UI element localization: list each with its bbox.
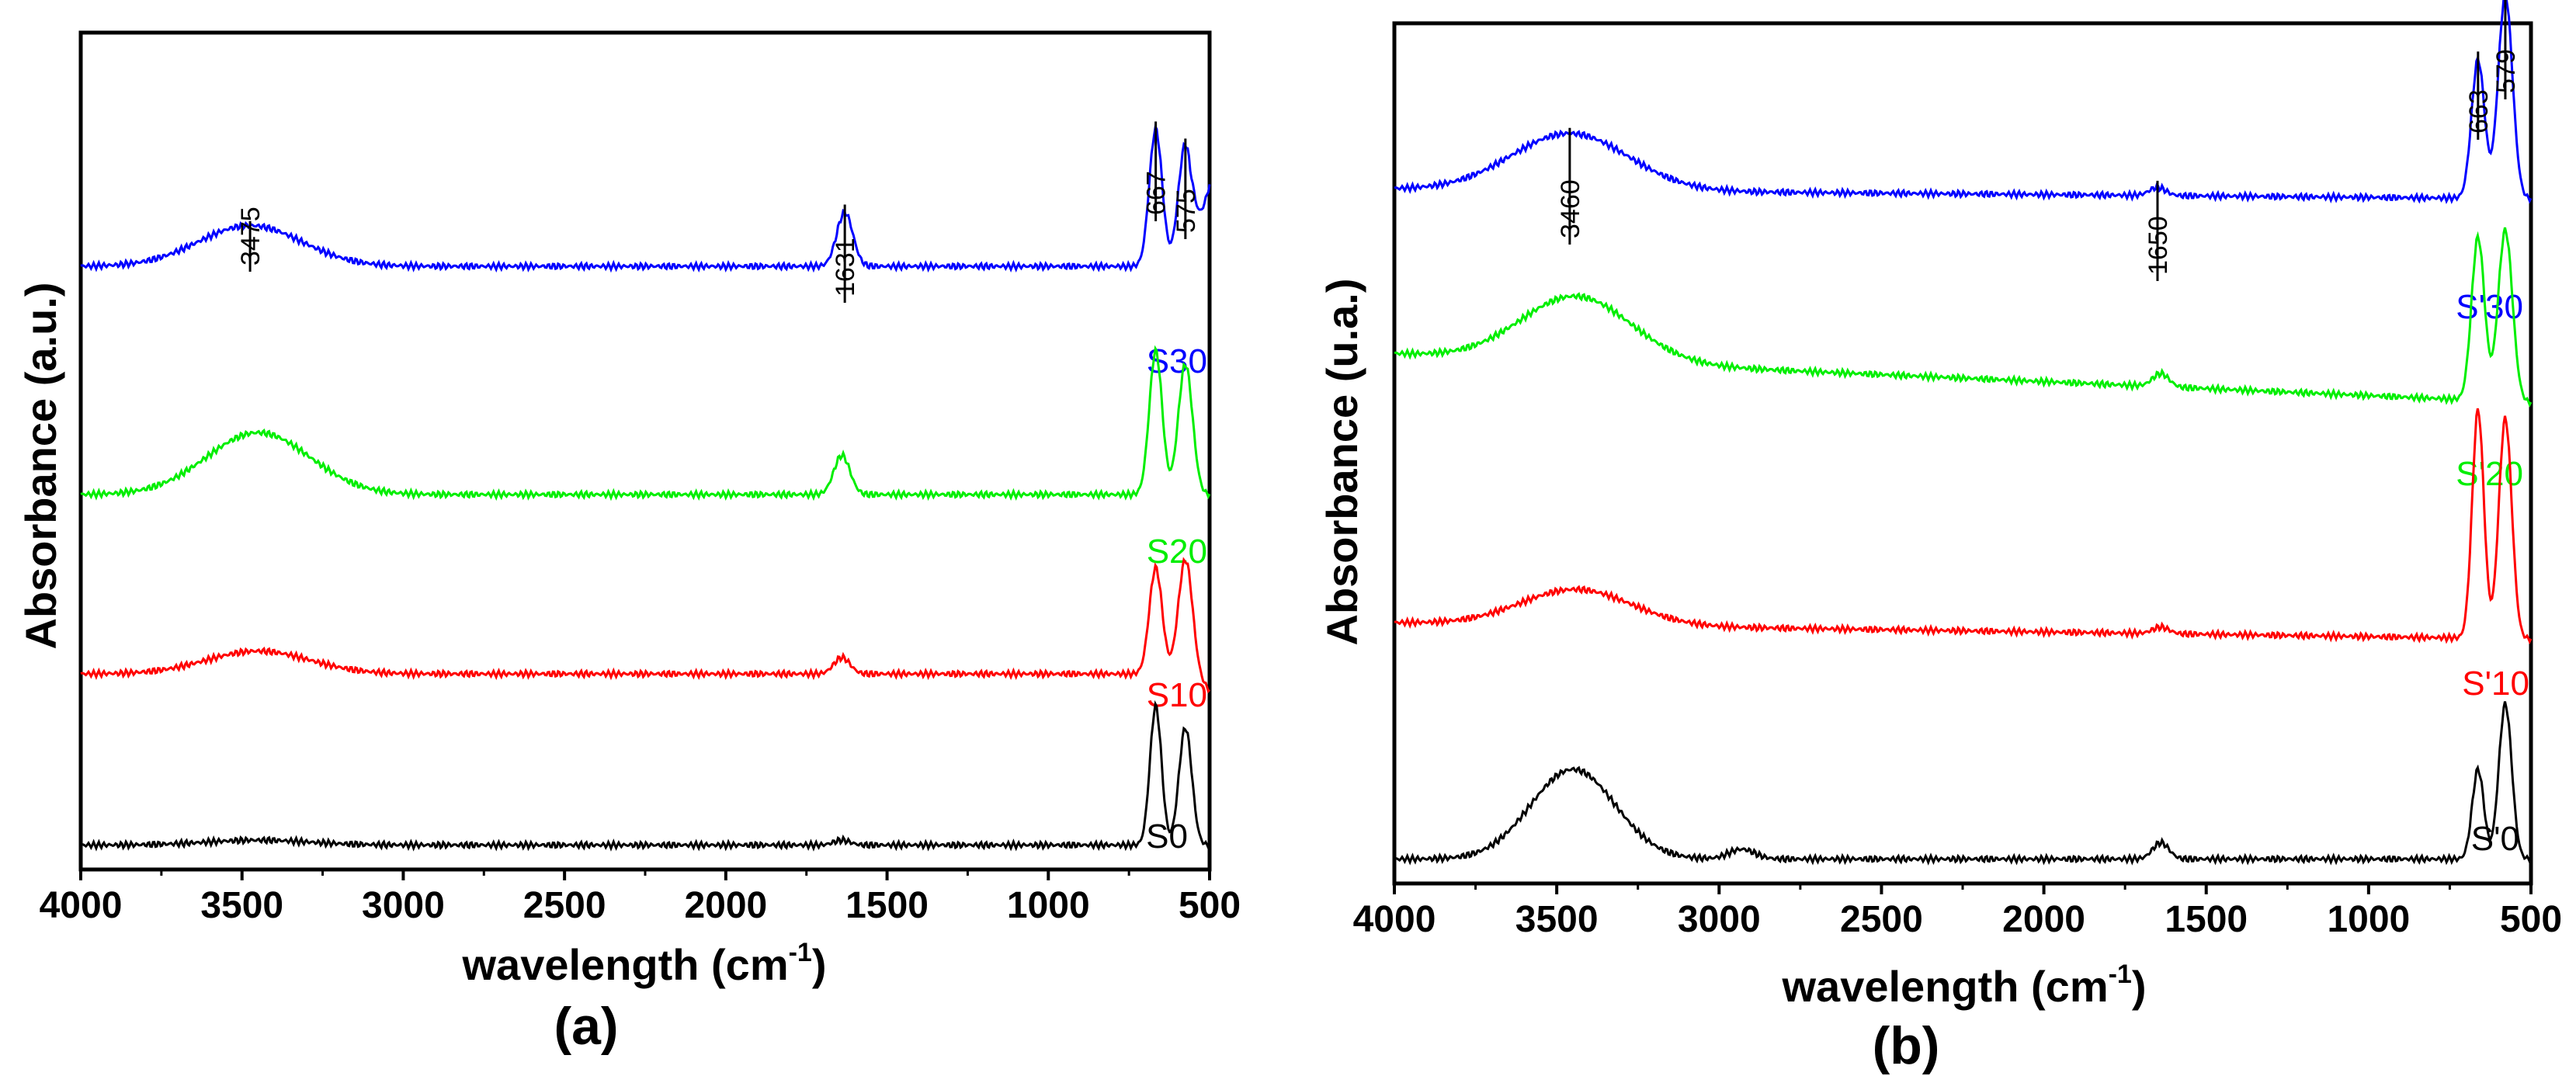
- panel-a: 4000 3500 3000 2500 2000 1500 1000 500 S30S20S1…: [16, 30, 1241, 1056]
- plot-frame-b: [1392, 21, 2533, 886]
- x-tick-label: 1500: [845, 885, 929, 926]
- x-tick-label: 3000: [362, 885, 445, 926]
- panel-label-b: (b): [1873, 1016, 1940, 1075]
- peak-annotation: 663: [2464, 89, 2494, 134]
- series-line-S10: [80, 557, 1211, 694]
- x-tick-label: 2500: [523, 885, 606, 926]
- x-axis-label-a-close: ): [812, 940, 827, 989]
- x-axis-label-a-main: wavelength (cm: [462, 940, 789, 989]
- series-group-b: S'30S'20S'10S'0: [1394, 0, 2533, 866]
- x-tick-label: 3500: [200, 885, 283, 926]
- x-tick-label: 500: [1179, 885, 1241, 926]
- x-tick-label: 1000: [1007, 885, 1090, 926]
- peak-annotation: 1650: [2144, 216, 2173, 275]
- series-line-S'10: [1394, 408, 2533, 644]
- series-line-S'20: [1394, 227, 2533, 408]
- peak-annotation: 3475: [236, 207, 266, 266]
- x-axis-label-b-sup: -1: [2109, 960, 2132, 989]
- y-axis-label-a: Absorbance (a.u.): [16, 283, 65, 650]
- series-line-S'0: [1394, 701, 2533, 866]
- x-tick-label: 1500: [2165, 899, 2248, 940]
- x-tick-label: 3000: [1678, 899, 1761, 940]
- peak-annotation: 579: [2491, 49, 2521, 93]
- x-tick-label: 2000: [2002, 899, 2085, 940]
- peak-annotation: 575: [1172, 189, 1201, 233]
- series-line-S30: [80, 123, 1211, 273]
- x-axis-label-b: wavelength (cm-1): [1782, 960, 2147, 1011]
- series-label-S'0: S'0: [2471, 820, 2519, 858]
- series-line-S20: [80, 345, 1211, 502]
- peak-annotation: 667: [1142, 171, 1172, 215]
- x-axis-label-b-close: ): [2132, 962, 2147, 1011]
- x-axis-ticks-b: 4000 3500 3000 2500 2000 1500 1000 500: [1353, 883, 2562, 940]
- peak-annotation: 1631: [831, 238, 860, 297]
- x-tick-label: 1000: [2327, 899, 2410, 940]
- series-line-S0: [80, 699, 1211, 852]
- x-tick-label: 2500: [1840, 899, 1923, 940]
- x-tick-label: 4000: [40, 885, 123, 926]
- panel-label-a: (a): [554, 997, 618, 1056]
- x-tick-label: 500: [2500, 899, 2562, 940]
- panel-b: 4000 3500 3000 2500 2000 1500 1000 500 S'30S'20…: [1318, 0, 2562, 1075]
- x-axis-ticks-a: 4000 3500 3000 2500 2000 1500 1000 500: [40, 869, 1241, 926]
- annotation-group-a: 3475 1631 667 575: [236, 121, 1201, 303]
- series-line-S'30: [1394, 0, 2533, 204]
- x-axis-label-b-main: wavelength (cm: [1782, 962, 2109, 1011]
- x-tick-label: 4000: [1353, 899, 1436, 940]
- peak-annotation: 3460: [1556, 179, 1585, 238]
- x-tick-label: 3500: [1515, 899, 1599, 940]
- series-label-S'10: S'10: [2462, 665, 2529, 703]
- series-label-S20: S20: [1147, 533, 1207, 571]
- x-tick-label: 2000: [684, 885, 767, 926]
- series-label-S0: S0: [1146, 817, 1188, 856]
- y-axis-label-b: Absorbance (u.a.): [1318, 279, 1366, 646]
- plot-frame-a: [78, 30, 1212, 872]
- x-axis-label-a: wavelength (cm-1): [462, 938, 827, 989]
- x-axis-label-a-sup: -1: [789, 938, 812, 967]
- series-label-S'20: S'20: [2456, 455, 2523, 493]
